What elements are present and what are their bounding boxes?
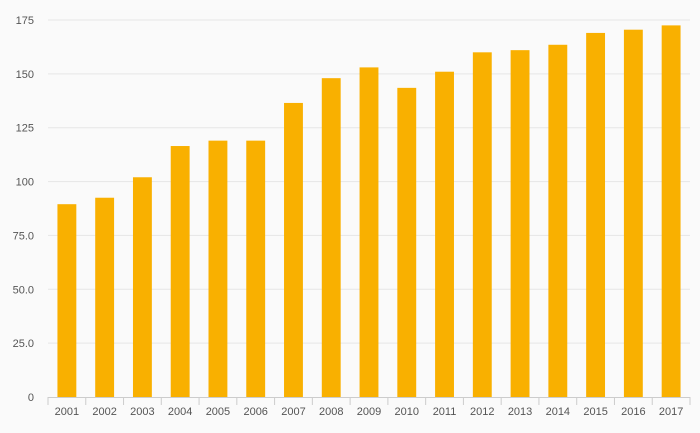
bar	[623, 29, 643, 398]
bar	[586, 32, 606, 397]
bar	[208, 140, 228, 397]
y-tick-label: 50.0	[13, 284, 34, 296]
x-tick-label: 2017	[659, 406, 683, 418]
y-tick-label: 175	[16, 15, 34, 27]
y-axis: 0 25.0 50.0 75.0 100 125 150 175	[13, 15, 34, 404]
x-tick-label: 2003	[130, 406, 154, 418]
bar	[472, 52, 492, 398]
bar	[397, 87, 417, 398]
x-tick-label: 2008	[319, 406, 343, 418]
bar	[95, 197, 115, 397]
y-tick-label: 150	[16, 69, 34, 81]
bar	[246, 140, 266, 397]
y-tick-label: 75.0	[13, 230, 34, 242]
bar	[435, 71, 454, 398]
bar	[170, 146, 190, 397]
x-tick-label: 2013	[508, 406, 532, 418]
y-tick-label: 25.0	[13, 338, 34, 350]
x-tick-label: 2011	[433, 406, 457, 418]
x-tick-label: 2015	[583, 406, 607, 418]
x-tick-label: 2009	[357, 406, 381, 418]
bar	[661, 25, 681, 398]
x-tick-label: 2010	[395, 406, 419, 418]
bar	[321, 78, 341, 397]
x-tick-label: 2012	[470, 406, 494, 418]
y-tick-label: 125	[16, 123, 34, 135]
bar	[132, 177, 152, 397]
x-tick-label: 2005	[206, 406, 230, 418]
x-tick-label: 2001	[55, 406, 79, 418]
x-tick-label: 2014	[546, 406, 570, 418]
x-tick-label: 2006	[243, 406, 267, 418]
x-axis: 2001 2002 2003 2004 2005 2006 2007 2008 2009 2010…	[47, 397, 691, 418]
bar	[359, 67, 379, 397]
x-tick-label: 2016	[621, 406, 645, 418]
bar	[284, 102, 303, 397]
bar	[510, 50, 530, 397]
x-tick-label: 2007	[281, 406, 305, 418]
bars	[57, 25, 681, 398]
x-tick-label: 2004	[168, 406, 192, 418]
bar	[548, 44, 568, 397]
y-tick-label: 0	[28, 392, 34, 404]
x-tick-label: 2002	[92, 406, 116, 418]
bar	[57, 204, 77, 397]
y-tick-label: 100	[16, 177, 34, 189]
